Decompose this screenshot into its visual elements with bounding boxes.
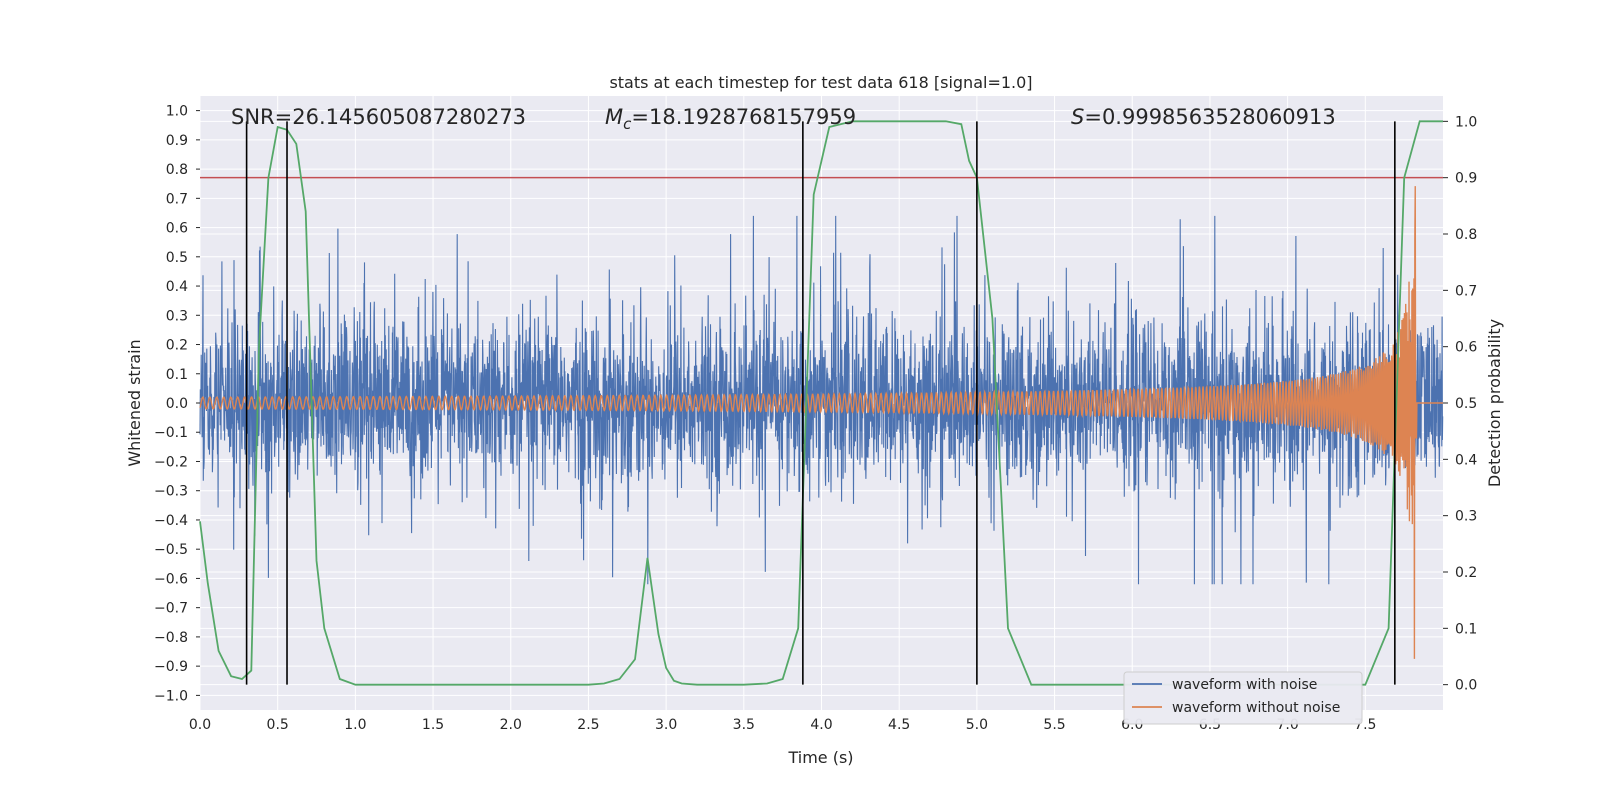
legend: waveform with noise waveform without noi… [1123, 671, 1363, 725]
y-tick-label: −0.2 [154, 454, 188, 470]
chirp-mass-value: =18.1928768157959 [631, 105, 856, 129]
clean-line [199, 186, 1443, 659]
x-tick-label: 5.5 [1043, 717, 1065, 733]
s-value: =0.9998563528060913 [1084, 105, 1335, 129]
y-tick-label: −0.4 [154, 513, 188, 529]
y-tick-label: 0.4 [166, 279, 188, 295]
y2-tick-label: 0.5 [1455, 396, 1477, 412]
y2-tick-label: 0.8 [1455, 227, 1477, 243]
y-tick-label: 0.3 [166, 308, 188, 324]
s-symbol: S [1071, 105, 1084, 129]
y-axis-label: Whitened strain [125, 339, 144, 466]
legend-label-noise: waveform with noise [1172, 677, 1317, 693]
y-tick-label: 0.7 [166, 191, 188, 207]
x-tick-label: 4.0 [810, 717, 832, 733]
y-tick-label: 0.6 [166, 221, 188, 237]
chart-title: stats at each timestep for test data 618… [609, 73, 1032, 92]
snr-annotation: SNR=26.145605087280273 [231, 105, 526, 129]
y2-tick-label: 0.1 [1455, 621, 1477, 637]
y2-tick-label: 0.9 [1455, 171, 1477, 187]
x-tick-label: 2.0 [500, 717, 522, 733]
x-tick-label: 2.5 [577, 717, 599, 733]
y-tick-label: 0.2 [166, 338, 188, 354]
x-tick-label: 1.5 [422, 717, 444, 733]
y-tick-label: 0.8 [166, 162, 188, 178]
y2-tick-label: 0.6 [1455, 340, 1477, 356]
y2-tick-label: 0.3 [1455, 509, 1477, 525]
probability-line [199, 120, 1443, 686]
y-tick-label: −0.1 [154, 425, 188, 441]
x-tick-label: 4.5 [888, 717, 910, 733]
chirp-mass-annotation: Mc=18.1928768157959 [605, 105, 856, 133]
x-tick-label: 3.5 [733, 717, 755, 733]
y2-tick-label: 1.0 [1455, 114, 1477, 130]
legend-box [1123, 671, 1363, 725]
y2-tick-label: 0.4 [1455, 452, 1477, 468]
series-detection-probability [199, 120, 1443, 686]
y-tick-label: −0.7 [154, 601, 188, 617]
series-waveform-without-noise [199, 186, 1443, 659]
x-tick-label: 5.0 [966, 717, 988, 733]
y-tick-label: 1.0 [166, 104, 188, 120]
s-annotation: S=0.9998563528060913 [1071, 105, 1336, 129]
y-tick-label: −0.5 [154, 542, 188, 558]
y2-tick-label: 0.0 [1455, 678, 1477, 694]
y2-tick-label: 0.7 [1455, 283, 1477, 299]
y2-axis-label: Detection probability [1485, 319, 1504, 487]
y-tick-label: −0.8 [154, 630, 188, 646]
y-tick-label: −1.0 [154, 688, 188, 704]
tick-labels: 0.0 0.5 1.0 1.5 2.0 2.5 3.0 3.5 4.0 4.5 5.0 5.5 6.0 6… [154, 104, 1477, 733]
x-tick-label: 0.5 [267, 717, 289, 733]
y-tick-label: −0.3 [154, 484, 188, 500]
legend-label-clean: waveform without noise [1172, 700, 1340, 716]
y-tick-label: 0.1 [166, 367, 188, 383]
x-axis-label: Time (s) [787, 748, 853, 767]
x-tick-label: 0.0 [189, 717, 211, 733]
x-tick-label: 3.0 [655, 717, 677, 733]
y-tick-label: −0.6 [154, 571, 188, 587]
vertical-markers [245, 121, 1396, 685]
y-tick-label: 0.9 [166, 133, 188, 149]
x-tick-label: 1.0 [344, 717, 366, 733]
y-tick-label: −0.9 [154, 659, 188, 675]
chirp-mass-symbol: M [605, 105, 623, 129]
y2-tick-label: 0.2 [1455, 565, 1477, 581]
y-tick-label: 0.0 [166, 396, 188, 412]
y-tick-label: 0.5 [166, 250, 188, 266]
chirp-mass-subscript: c [623, 115, 632, 133]
